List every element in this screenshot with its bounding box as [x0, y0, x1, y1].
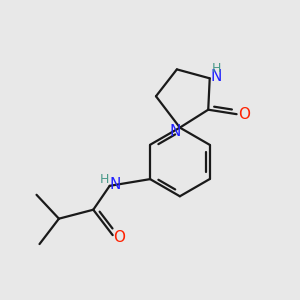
- Text: H: H: [100, 173, 109, 186]
- Text: O: O: [238, 107, 250, 122]
- Text: N: N: [170, 124, 181, 139]
- Text: H: H: [212, 62, 221, 75]
- Text: O: O: [113, 230, 125, 245]
- Text: N: N: [211, 69, 222, 84]
- Text: N: N: [110, 177, 121, 192]
